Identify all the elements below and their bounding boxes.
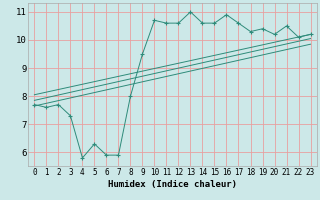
X-axis label: Humidex (Indice chaleur): Humidex (Indice chaleur): [108, 180, 237, 189]
